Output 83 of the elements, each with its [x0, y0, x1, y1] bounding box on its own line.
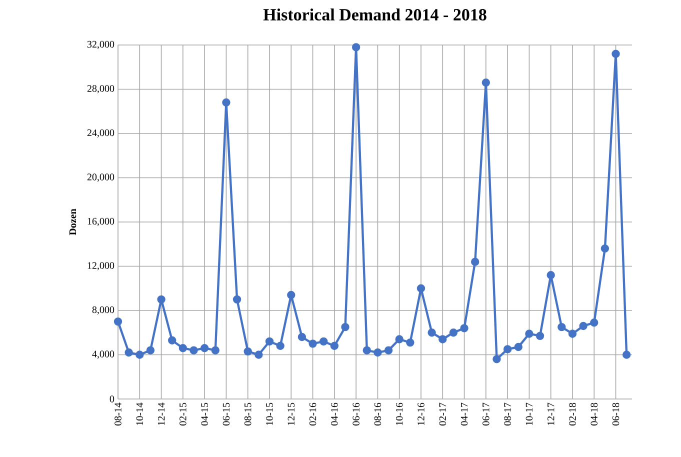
- y-tick-label: 8,000: [92, 306, 114, 315]
- x-tick-label: 04-17: [460, 402, 468, 426]
- x-tick-label: 02-17: [439, 402, 446, 426]
- point: [222, 98, 230, 107]
- y-tick-label: 32,000: [87, 40, 114, 50]
- point: [114, 317, 122, 326]
- point: [244, 347, 252, 356]
- point: [211, 346, 220, 354]
- x-tick-label: 02-16: [309, 402, 316, 426]
- point: [568, 330, 577, 338]
- point: [460, 324, 468, 332]
- x-tick-label: 12-17: [548, 402, 554, 425]
- point: [200, 344, 209, 352]
- chart-title: Historical Demand 2014 - 2018: [263, 8, 486, 20]
- x-tick-label: 02-18: [569, 402, 576, 426]
- x-tick-label: 08-16: [374, 402, 382, 426]
- x-tick-label: 04-15: [201, 402, 208, 426]
- point: [136, 350, 144, 359]
- point: [146, 346, 155, 354]
- y-tick-label: 0: [110, 396, 114, 402]
- point: [406, 338, 414, 347]
- point: [525, 330, 534, 338]
- point: [492, 355, 501, 364]
- point: [470, 258, 480, 266]
- point: [449, 328, 458, 337]
- x-tick-label: 10-17: [526, 402, 533, 425]
- point: [579, 322, 588, 330]
- point: [416, 284, 426, 292]
- point: [384, 346, 393, 354]
- point: [374, 348, 382, 357]
- point: [482, 78, 490, 87]
- x-tick-label: 04-18: [590, 402, 598, 426]
- x-tick-label: 02-15: [180, 402, 186, 426]
- point: [298, 332, 306, 342]
- point: [320, 337, 328, 346]
- point: [232, 295, 242, 304]
- point: [168, 336, 176, 344]
- x-tick-label: 10-14: [136, 402, 144, 425]
- point: [190, 346, 198, 354]
- point: [341, 322, 350, 332]
- x-tick-label: 06-18: [612, 402, 620, 426]
- y-tick-label: 16,000: [88, 218, 114, 226]
- y-tick-label: 4,000: [92, 350, 114, 359]
- x-tick-label: 06-17: [482, 402, 490, 426]
- point: [254, 350, 263, 359]
- point: [308, 340, 317, 348]
- point: [536, 332, 544, 340]
- x-tick-label: 08-14: [114, 402, 122, 426]
- x-tick-label: 10-16: [396, 402, 403, 425]
- point: [276, 342, 284, 350]
- point: [362, 346, 371, 354]
- x-tick-label: 10-15: [266, 402, 273, 425]
- y-tick-label: 24,000: [87, 129, 114, 138]
- point: [287, 290, 296, 300]
- point: [124, 348, 133, 357]
- point: [546, 270, 555, 280]
- point: [265, 337, 274, 346]
- point: [612, 50, 620, 58]
- point: [330, 342, 339, 350]
- x-tick-label: 04-16: [331, 402, 338, 426]
- x-tick-label: 08-15: [244, 402, 252, 426]
- x-tick-label: 12-14: [158, 402, 165, 425]
- y-tick-label: 20,000: [87, 174, 114, 182]
- y-tick-label: 12,000: [88, 262, 114, 270]
- point: [428, 328, 436, 337]
- point: [558, 322, 566, 332]
- point: [395, 335, 404, 344]
- y-axis-title: Dozen: [69, 208, 76, 236]
- point: [352, 43, 360, 52]
- x-tick-label: 06-16: [352, 402, 360, 426]
- point: [622, 350, 631, 359]
- point: [178, 344, 188, 352]
- y-tick-label: 28,000: [87, 85, 114, 94]
- point: [438, 335, 447, 344]
- point: [514, 342, 522, 352]
- x-tick-label: 12-15: [288, 402, 294, 425]
- point: [590, 318, 598, 327]
- x-tick-label: 06-15: [222, 402, 230, 426]
- point: [503, 345, 512, 354]
- point: [157, 295, 166, 304]
- x-tick-label: 08-17: [504, 402, 511, 426]
- point: [600, 244, 610, 253]
- x-tick-label: 12-16: [418, 402, 424, 425]
